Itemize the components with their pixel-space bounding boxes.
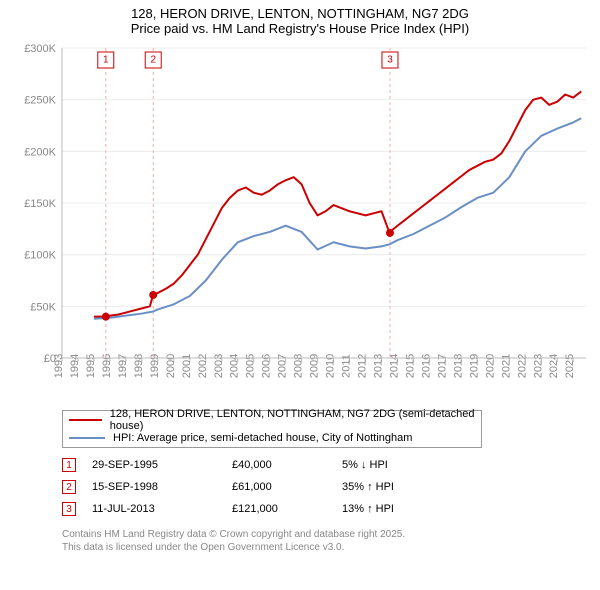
sale-date: 29-SEP-1995 — [92, 459, 232, 471]
sale-marker-box: 3 — [62, 502, 76, 516]
legend-item: 128, HERON DRIVE, LENTON, NOTTINGHAM, NG… — [63, 411, 481, 429]
legend-swatch — [69, 419, 102, 421]
svg-text:2005: 2005 — [245, 354, 257, 378]
svg-text:2021: 2021 — [500, 354, 512, 378]
svg-text:1997: 1997 — [117, 354, 129, 378]
svg-text:£100K: £100K — [24, 250, 56, 262]
svg-text:2020: 2020 — [484, 354, 496, 378]
sale-hpi-delta: 5% ↓ HPI — [342, 459, 462, 471]
svg-text:1993: 1993 — [53, 354, 65, 378]
sale-row: 3 11-JUL-2013£121,00013% ↑ HPI — [62, 498, 596, 520]
svg-text:2019: 2019 — [468, 354, 480, 378]
sale-marker-box: 1 — [62, 458, 76, 472]
sale-price: £121,000 — [232, 503, 342, 515]
svg-text:2013: 2013 — [373, 354, 385, 378]
svg-text:2014: 2014 — [388, 354, 400, 378]
sale-row: 2 15-SEP-1998£61,00035% ↑ HPI — [62, 476, 596, 498]
svg-text:2000: 2000 — [165, 354, 177, 378]
svg-text:£250K: £250K — [24, 95, 56, 107]
sale-hpi-delta: 13% ↑ HPI — [342, 503, 462, 515]
svg-text:2015: 2015 — [404, 354, 416, 378]
footer-attribution: Contains HM Land Registry data © Crown c… — [62, 528, 596, 554]
svg-text:1995: 1995 — [85, 354, 97, 378]
svg-text:£50K: £50K — [30, 301, 56, 313]
svg-text:2007: 2007 — [277, 354, 289, 378]
svg-text:2004: 2004 — [229, 354, 241, 378]
svg-text:£150K: £150K — [24, 198, 56, 210]
svg-text:2023: 2023 — [532, 354, 544, 378]
svg-text:2002: 2002 — [197, 354, 209, 378]
legend: 128, HERON DRIVE, LENTON, NOTTINGHAM, NG… — [62, 410, 482, 448]
chart-area: £0£50K£100K£150K£200K£250K£300K199319941… — [4, 42, 596, 402]
svg-text:1: 1 — [103, 55, 109, 66]
svg-text:1996: 1996 — [101, 354, 113, 378]
svg-text:2025: 2025 — [564, 354, 576, 378]
footer-line1: Contains HM Land Registry data © Crown c… — [62, 528, 596, 541]
sale-row: 1 29-SEP-1995£40,0005% ↓ HPI — [62, 454, 596, 476]
svg-text:1999: 1999 — [149, 354, 161, 378]
sales-table: 1 29-SEP-1995£40,0005% ↓ HPI 2 15-SEP-1998£… — [62, 454, 596, 520]
svg-text:2016: 2016 — [420, 354, 432, 378]
sale-date: 15-SEP-1998 — [92, 481, 232, 493]
chart-title-line1: 128, HERON DRIVE, LENTON, NOTTINGHAM, NG… — [4, 6, 596, 21]
legend-swatch — [69, 437, 105, 439]
line-chart-svg: £0£50K£100K£150K£200K£250K£300K199319941… — [4, 42, 596, 402]
svg-text:2012: 2012 — [357, 354, 369, 378]
svg-text:2010: 2010 — [325, 354, 337, 378]
svg-text:2: 2 — [150, 55, 156, 66]
svg-text:2017: 2017 — [436, 354, 448, 378]
svg-text:£200K: £200K — [24, 146, 56, 158]
footer-line2: This data is licensed under the Open Gov… — [62, 541, 596, 554]
svg-text:2024: 2024 — [548, 354, 560, 378]
svg-text:2001: 2001 — [181, 354, 193, 378]
svg-text:2018: 2018 — [452, 354, 464, 378]
sale-hpi-delta: 35% ↑ HPI — [342, 481, 462, 493]
svg-text:2006: 2006 — [261, 354, 273, 378]
sale-date: 11-JUL-2013 — [92, 503, 232, 515]
chart-title-line2: Price paid vs. HM Land Registry's House … — [4, 21, 596, 36]
svg-text:1998: 1998 — [133, 354, 145, 378]
legend-label: 128, HERON DRIVE, LENTON, NOTTINGHAM, NG… — [110, 408, 475, 432]
legend-label: HPI: Average price, semi-detached house,… — [113, 432, 412, 444]
svg-text:2003: 2003 — [213, 354, 225, 378]
svg-text:2009: 2009 — [309, 354, 321, 378]
sale-price: £61,000 — [232, 481, 342, 493]
sale-price: £40,000 — [232, 459, 342, 471]
svg-text:2022: 2022 — [516, 354, 528, 378]
svg-text:1994: 1994 — [69, 354, 81, 378]
svg-text:3: 3 — [387, 55, 393, 66]
sale-marker-box: 2 — [62, 480, 76, 494]
svg-text:£300K: £300K — [24, 43, 56, 55]
svg-text:2008: 2008 — [293, 354, 305, 378]
